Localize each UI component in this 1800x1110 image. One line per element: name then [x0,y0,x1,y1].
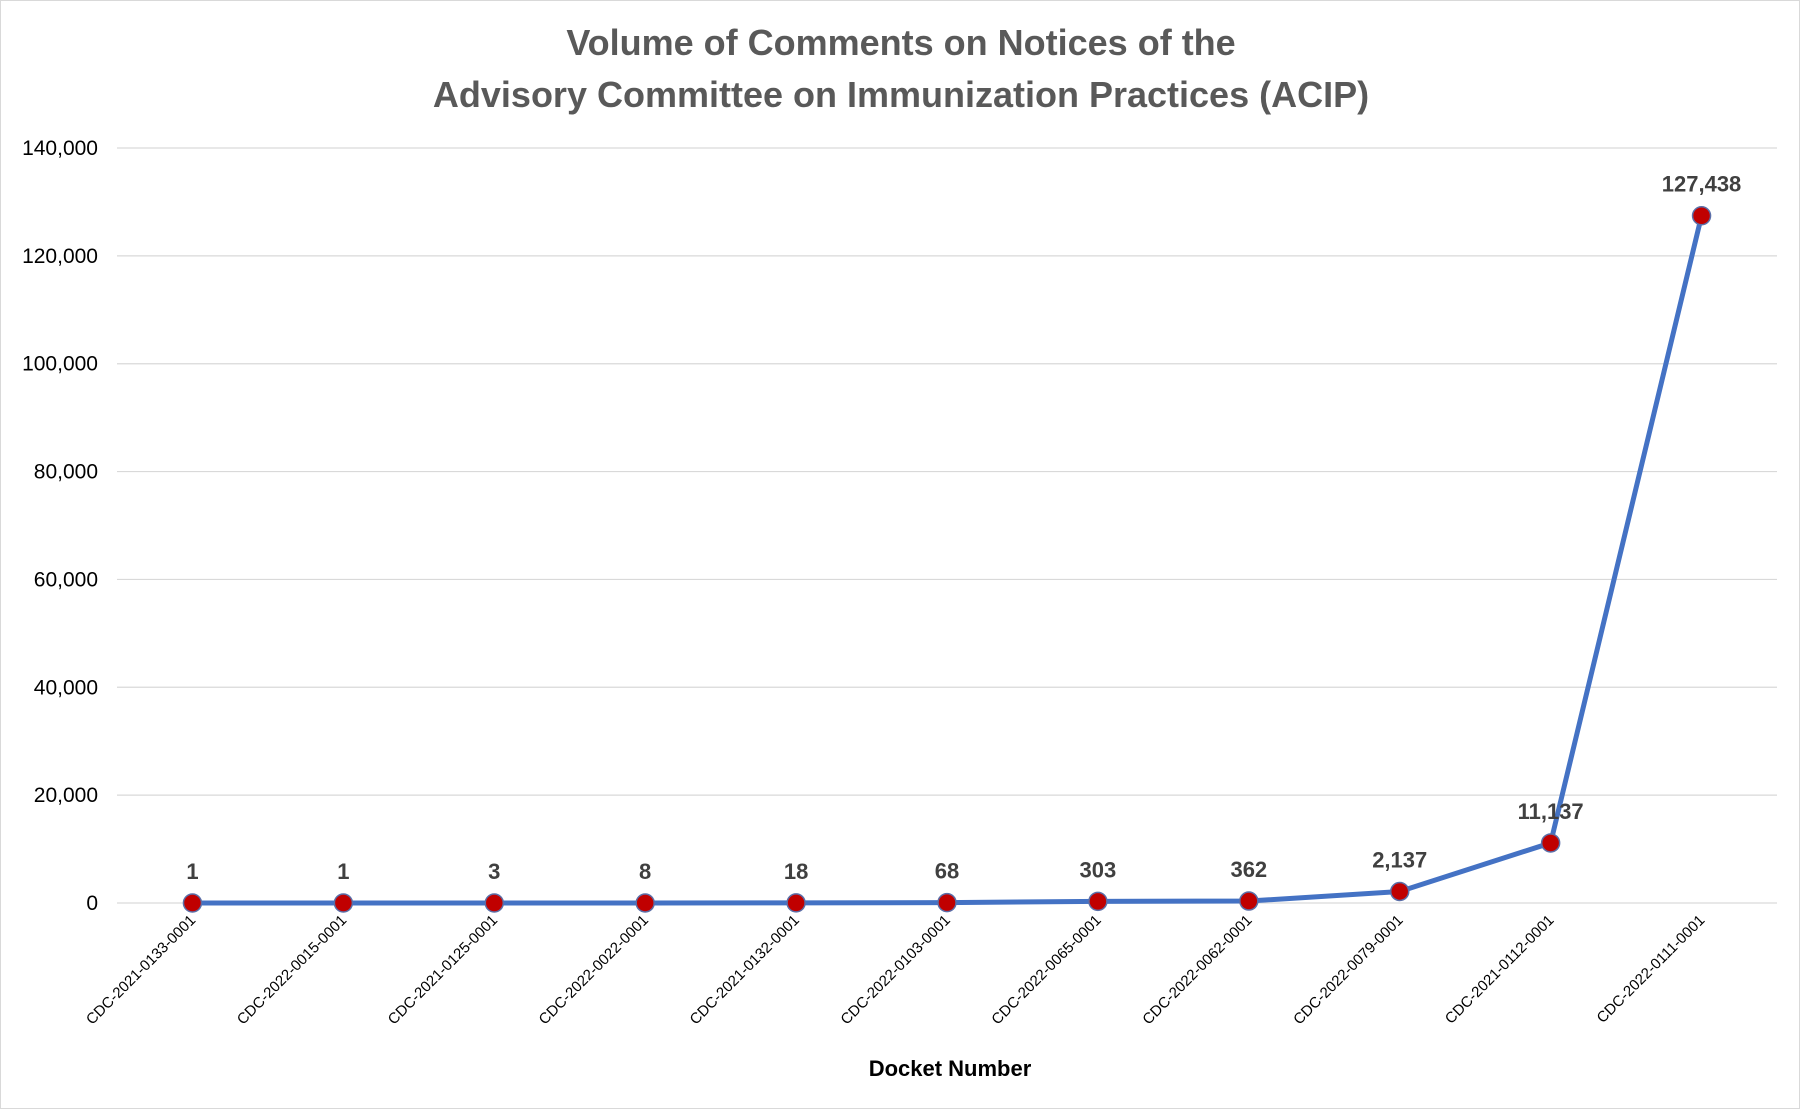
y-tick-label: 20,000 [34,784,98,807]
data-point [484,893,505,913]
x-tick-label: CDC-2022-0062-0001 [1139,912,1255,1028]
chart-title-line-2: Advisory Committee on Immunization Pract… [433,74,1369,115]
data-point [1540,833,1561,853]
y-tick-label: 60,000 [34,568,98,591]
data-label: 303 [1080,857,1117,882]
x-tick-label: CDC-2022-0065-0001 [988,912,1104,1028]
y-tick-label: 80,000 [34,461,98,484]
series-line-group [189,213,1705,906]
data-point [786,893,806,913]
data-point [1691,205,1712,226]
data-label: 2,137 [1372,847,1427,872]
data-point [333,893,354,913]
y-tick-label: 100,000 [22,353,98,376]
data-point [1239,891,1259,911]
y-tick-label: 140,000 [22,137,98,160]
data-point [1088,891,1108,912]
x-tick-label: CDC-2022-0111-0001 [1594,912,1709,1027]
chart-title-line-1: Volume of Comments on Notices of the [566,22,1235,63]
data-label: 11,137 [1518,799,1584,824]
x-axis-ticks: CDC-2021-0133-0001 CDC-2022-0015-0001 CDC-… [83,912,1708,1028]
data-point [1389,881,1410,902]
y-axis-ticks: 0 20,000 40,000 60,000 80,000 100,000 120,000 1… [22,137,98,915]
data-label: 362 [1230,857,1267,882]
data-point [937,892,957,913]
x-tick-label: CDC-2022-0079-0001 [1290,912,1406,1028]
y-tick-label: 120,000 [22,245,98,268]
x-tick-label: CDC-2022-0103-0001 [837,912,953,1028]
data-points [182,205,1712,913]
data-label: 127,438 [1662,172,1742,197]
x-axis-label: Docket Number [869,1056,1032,1081]
x-tick-label: CDC-2022-0022-0001 [536,912,652,1028]
data-label: 8 [639,859,651,884]
data-label: 3 [488,859,500,884]
y-tick-label: 40,000 [34,676,98,699]
x-tick-label: CDC-2021-0125-0001 [385,912,501,1028]
data-label: 68 [935,859,959,884]
data-point [182,893,203,913]
data-label: 1 [337,859,349,884]
data-labels: 1 1 3 8 18 68 303 362 2,137 11,137 127,438 [186,172,1741,884]
data-label: 1 [186,859,198,884]
x-tick-label: CDC-2021-0133-0001 [83,912,199,1028]
data-label: 18 [784,859,808,884]
series-line [189,213,1705,906]
y-tick-label: 0 [86,892,98,915]
data-point [635,893,655,913]
x-tick-label: CDC-2021-0132-0001 [687,912,803,1028]
gridlines [117,147,1777,904]
x-tick-label: CDC-2021-0112-0001 [1442,912,1558,1028]
x-tick-label: CDC-2022-0015-0001 [234,912,350,1028]
